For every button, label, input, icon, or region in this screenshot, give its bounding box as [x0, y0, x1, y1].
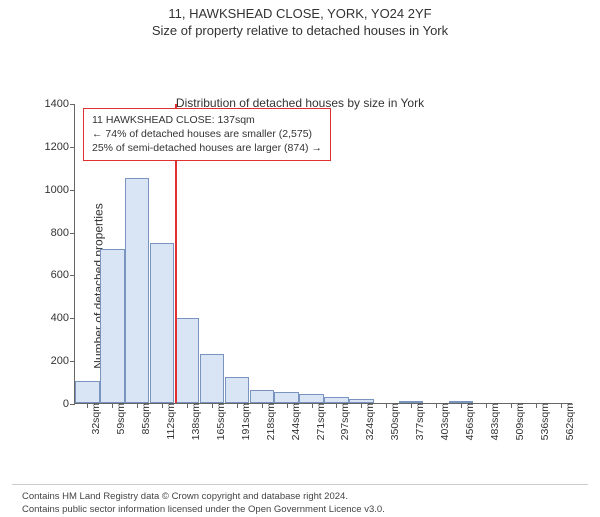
annotation-line: ← 74% of detached houses are smaller (2,… [92, 127, 322, 141]
bar [225, 377, 249, 403]
xtick-mark [411, 403, 412, 408]
page-subtitle: Size of property relative to detached ho… [0, 23, 600, 38]
bar [250, 390, 274, 403]
ytick-label: 1000 [45, 184, 75, 196]
xtick-label: 32sqm [90, 403, 102, 435]
xtick-mark [287, 403, 288, 408]
xtick-label: 509sqm [514, 403, 526, 440]
page-title: 11, HAWKSHEAD CLOSE, YORK, YO24 2YF [0, 6, 600, 21]
xtick-mark [361, 403, 362, 408]
ytick-label: 1200 [45, 141, 75, 153]
bar [175, 318, 199, 403]
xtick-label: 59sqm [115, 403, 127, 435]
ytick-label: 200 [51, 355, 75, 367]
annotation-line: 25% of semi-detached houses are larger (… [92, 141, 322, 155]
xtick-mark [212, 403, 213, 408]
xtick-label: 271sqm [315, 403, 327, 440]
xtick-label: 483sqm [489, 403, 501, 440]
xtick-mark [237, 403, 238, 408]
bar [299, 394, 323, 403]
ytick-label: 400 [51, 312, 75, 324]
xtick-label: 165sqm [215, 403, 227, 440]
xtick-mark [436, 403, 437, 408]
xtick-label: 138sqm [190, 403, 202, 440]
bar [274, 392, 298, 403]
xtick-mark [312, 403, 313, 408]
xtick-label: 403sqm [439, 403, 451, 440]
ytick-label: 0 [63, 398, 75, 410]
ytick-label: 1400 [45, 98, 75, 110]
xtick-mark [87, 403, 88, 408]
xtick-label: 244sqm [290, 403, 302, 440]
footer: Contains HM Land Registry data © Crown c… [12, 484, 588, 517]
xtick-mark [162, 403, 163, 408]
xtick-mark [511, 403, 512, 408]
bar [200, 354, 224, 403]
xtick-mark [336, 403, 337, 408]
footer-line-2: Contains public sector information licen… [22, 504, 578, 517]
xtick-label: 324sqm [364, 403, 376, 440]
annotation-line: 11 HAWKSHEAD CLOSE: 137sqm [92, 113, 322, 127]
xtick-mark [187, 403, 188, 408]
xtick-mark [461, 403, 462, 408]
xtick-mark [137, 403, 138, 408]
xtick-mark [386, 403, 387, 408]
xtick-label: 218sqm [265, 403, 277, 440]
xtick-mark [112, 403, 113, 408]
xtick-label: 562sqm [564, 403, 576, 440]
chart-container: Number of detached properties 11 HAWKSHE… [20, 96, 580, 476]
xtick-label: 456sqm [464, 403, 476, 440]
xtick-label: 377sqm [414, 403, 426, 440]
xtick-label: 297sqm [339, 403, 351, 440]
xtick-label: 85sqm [140, 403, 152, 435]
xtick-label: 112sqm [165, 403, 177, 440]
chart-plot-area: 11 HAWKSHEAD CLOSE: 137sqm← 74% of detac… [74, 104, 572, 404]
ytick-label: 800 [51, 227, 75, 239]
xtick-label: 191sqm [240, 403, 252, 440]
footer-line-1: Contains HM Land Registry data © Crown c… [22, 491, 578, 504]
annotation-box: 11 HAWKSHEAD CLOSE: 137sqm← 74% of detac… [83, 108, 331, 161]
bar [125, 178, 149, 403]
xtick-mark [561, 403, 562, 408]
xtick-label: 536sqm [539, 403, 551, 440]
xtick-label: 350sqm [389, 403, 401, 440]
xtick-mark [262, 403, 263, 408]
bar [75, 381, 99, 404]
bar [150, 243, 174, 403]
xtick-mark [486, 403, 487, 408]
bar [100, 249, 124, 403]
ytick-label: 600 [51, 269, 75, 281]
xtick-mark [536, 403, 537, 408]
